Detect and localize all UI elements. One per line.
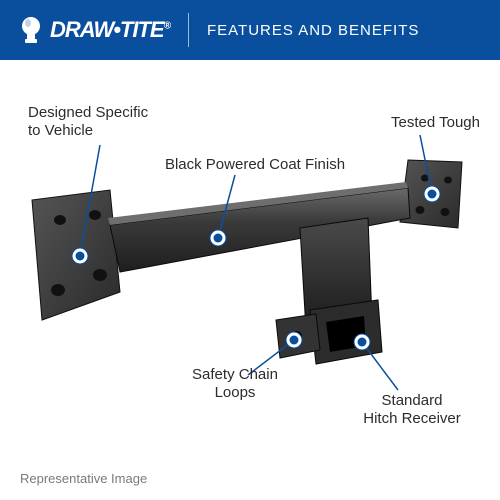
callout-designed: Designed Specificto Vehicle bbox=[28, 104, 178, 140]
header-bar: DRAW•TITE® FEATURES AND BENEFITS bbox=[0, 0, 500, 60]
hitch-ball-icon bbox=[18, 15, 44, 45]
callout-chain: Safety ChainLoops bbox=[180, 366, 290, 402]
brand-name: DRAW•TITE® bbox=[50, 17, 170, 43]
header-headline: FEATURES AND BENEFITS bbox=[207, 22, 419, 39]
callout-tested: Tested Tough bbox=[370, 114, 480, 132]
brand-logo: DRAW•TITE® bbox=[18, 15, 170, 45]
footnote: Representative Image bbox=[20, 471, 147, 486]
header-divider bbox=[188, 13, 189, 47]
callout-receiver: StandardHitch Receiver bbox=[352, 392, 472, 428]
callout-black-coat: Black Powered Coat Finish bbox=[140, 156, 370, 174]
diagram-area: Designed Specificto Vehicle Black Powere… bbox=[0, 60, 500, 500]
